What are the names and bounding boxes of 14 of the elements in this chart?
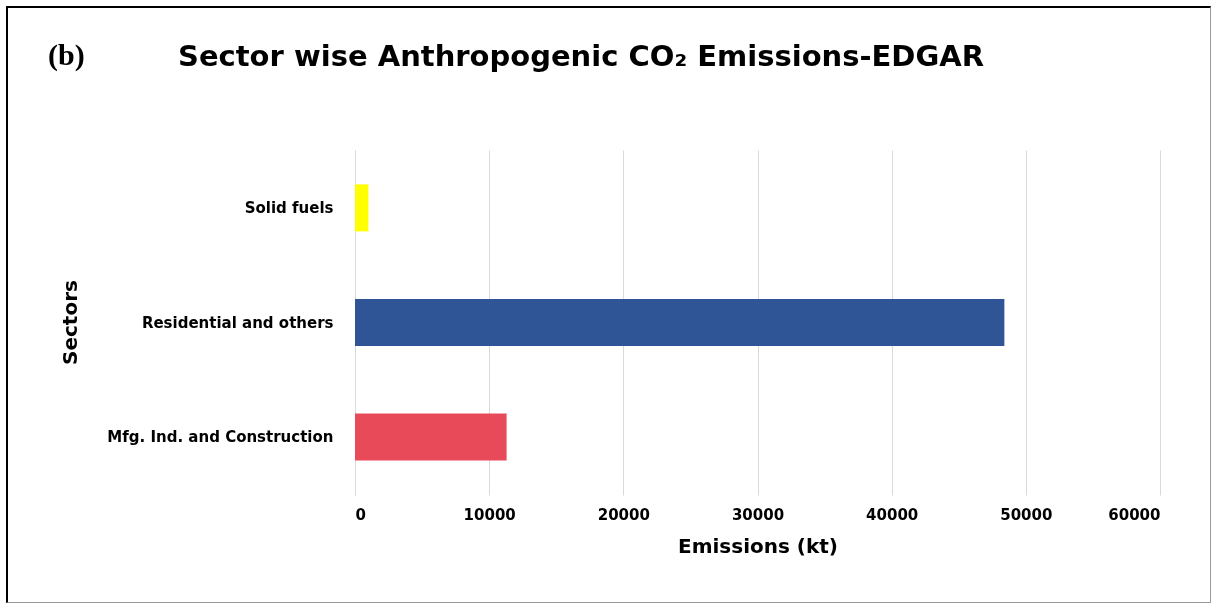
x-axis-title: Emissions (kt)	[677, 533, 839, 558]
text: (b)	[48, 38, 85, 72]
chart-title: Sector wise Anthropogenic CO₂ Emissions-EDGAR	[178, 39, 984, 73]
x-tick-label: 20000	[597, 505, 650, 524]
x-tick-label: 0	[355, 505, 366, 524]
x-tick-label: 10000	[463, 505, 516, 524]
y-tick-label: Solid fuels	[244, 198, 334, 217]
x-tick-label: 40000	[866, 505, 919, 524]
x-tick-label: 60000	[1108, 505, 1161, 524]
y-tick-label: Residential and others	[141, 313, 334, 332]
y-axis-title: Sectors	[57, 280, 82, 365]
x-tick-label: 30000	[731, 505, 785, 524]
x-tick-label: 50000	[1000, 505, 1053, 524]
y-tick-label: Mfg. Ind. and Construction	[107, 428, 334, 447]
